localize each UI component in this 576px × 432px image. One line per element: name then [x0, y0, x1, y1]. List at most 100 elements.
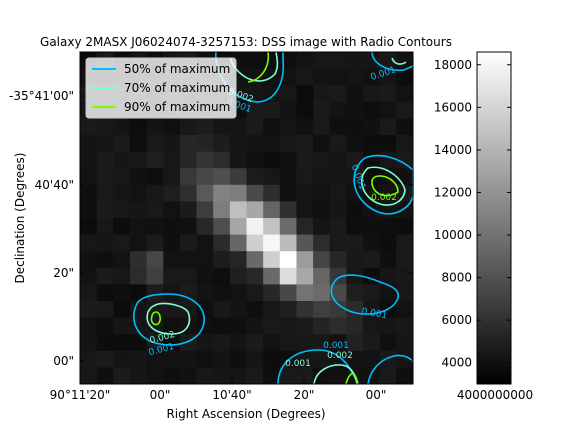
image-pixel — [96, 234, 114, 252]
dss-image — [80, 52, 414, 385]
image-pixel — [213, 251, 231, 269]
x-tick-label: 10'40" — [212, 388, 251, 402]
image-pixel — [379, 68, 397, 86]
image-pixel — [246, 184, 264, 202]
image-pixel — [213, 135, 231, 152]
image-pixel — [96, 317, 114, 335]
image-pixel — [129, 350, 147, 368]
axis-ticks: 90°11'20" 00" 10'40" 20" 00" -35°41'00" 40'40"… — [9, 52, 413, 402]
image-pixel — [296, 251, 314, 269]
image-pixel — [246, 85, 264, 103]
image-pixel — [329, 68, 347, 86]
image-pixel — [146, 118, 164, 136]
image-pixel — [229, 367, 247, 385]
image-pixel — [196, 168, 214, 186]
image-pixel — [146, 135, 164, 152]
image-pixel — [396, 267, 414, 285]
image-pixel — [346, 317, 364, 335]
image-pixel — [363, 85, 381, 103]
image-pixel — [379, 317, 397, 335]
image-pixel — [246, 151, 264, 169]
image-pixel — [329, 301, 347, 318]
image-pixel — [313, 151, 331, 169]
image-pixel — [246, 334, 264, 352]
image-pixel — [313, 135, 331, 152]
image-pixel — [163, 350, 181, 368]
image-pixel — [313, 317, 331, 335]
image-pixel — [213, 218, 231, 235]
image-pixel — [179, 135, 197, 152]
contour-line — [371, 51, 414, 72]
image-pixel — [313, 334, 331, 352]
image-pixel — [346, 267, 364, 285]
image-pixel — [296, 184, 314, 202]
image-pixel — [129, 201, 147, 219]
colorbar-tick-label: 12000 — [434, 185, 472, 199]
image-pixel — [379, 52, 397, 69]
contour-line — [371, 175, 399, 197]
contour-line — [360, 166, 406, 206]
image-pixel — [213, 367, 231, 385]
colorbar-tick-label: 18000 — [434, 58, 472, 72]
image-pixel — [263, 135, 281, 152]
image-pixel — [363, 135, 381, 152]
image-pixel — [363, 251, 381, 269]
contour-line — [345, 372, 359, 385]
chart-title: Galaxy 2MASX J06024074-3257153: DSS imag… — [40, 35, 452, 49]
image-pixel — [346, 201, 364, 219]
image-pixel — [129, 251, 147, 269]
image-pixel — [246, 350, 264, 368]
image-pixel — [296, 85, 314, 103]
image-pixel — [363, 52, 381, 69]
image-pixel — [129, 151, 147, 169]
image-pixel — [80, 284, 98, 302]
contour-line — [391, 57, 407, 65]
image-pixel — [113, 135, 131, 152]
image-pixel — [113, 218, 131, 235]
image-pixel — [396, 317, 414, 335]
image-pixel — [346, 52, 364, 69]
image-pixel — [329, 218, 347, 235]
contour-line — [150, 311, 161, 326]
image-pixel — [113, 251, 131, 269]
image-pixel — [113, 151, 131, 169]
contour-line — [353, 154, 414, 215]
image-pixel — [96, 135, 114, 152]
image-pixel — [329, 101, 347, 119]
image-pixel — [229, 151, 247, 169]
image-pixel — [80, 218, 98, 235]
image-pixel — [396, 168, 414, 186]
contour-label: 0.002 — [327, 351, 353, 361]
image-pixel — [313, 184, 331, 202]
image-pixel — [246, 367, 264, 385]
contour-label: 0.001 — [323, 341, 349, 351]
image-pixel — [346, 284, 364, 302]
image-pixel — [263, 267, 281, 285]
image-pixel — [146, 168, 164, 186]
image-pixel — [296, 267, 314, 285]
image-pixel — [279, 267, 297, 285]
image-pixel — [146, 284, 164, 302]
image-pixel — [346, 101, 364, 119]
image-pixel — [363, 367, 381, 385]
image-pixel — [129, 168, 147, 186]
image-pixel — [279, 334, 297, 352]
image-pixel — [396, 151, 414, 169]
image-pixel — [296, 135, 314, 152]
image-pixel — [329, 118, 347, 136]
image-pixel — [196, 350, 214, 368]
image-pixel — [246, 135, 264, 152]
image-pixel — [313, 68, 331, 86]
image-pixel — [229, 317, 247, 335]
image-pixel — [329, 135, 347, 152]
image-pixel — [329, 267, 347, 285]
image-pixel — [396, 334, 414, 352]
image-pixel — [379, 350, 397, 368]
image-pixel — [363, 317, 381, 335]
image-pixel — [96, 168, 114, 186]
image-pixel — [296, 68, 314, 86]
image-pixel — [179, 367, 197, 385]
image-pixel — [396, 367, 414, 385]
contour-line — [367, 354, 414, 385]
image-pixel — [96, 118, 114, 136]
